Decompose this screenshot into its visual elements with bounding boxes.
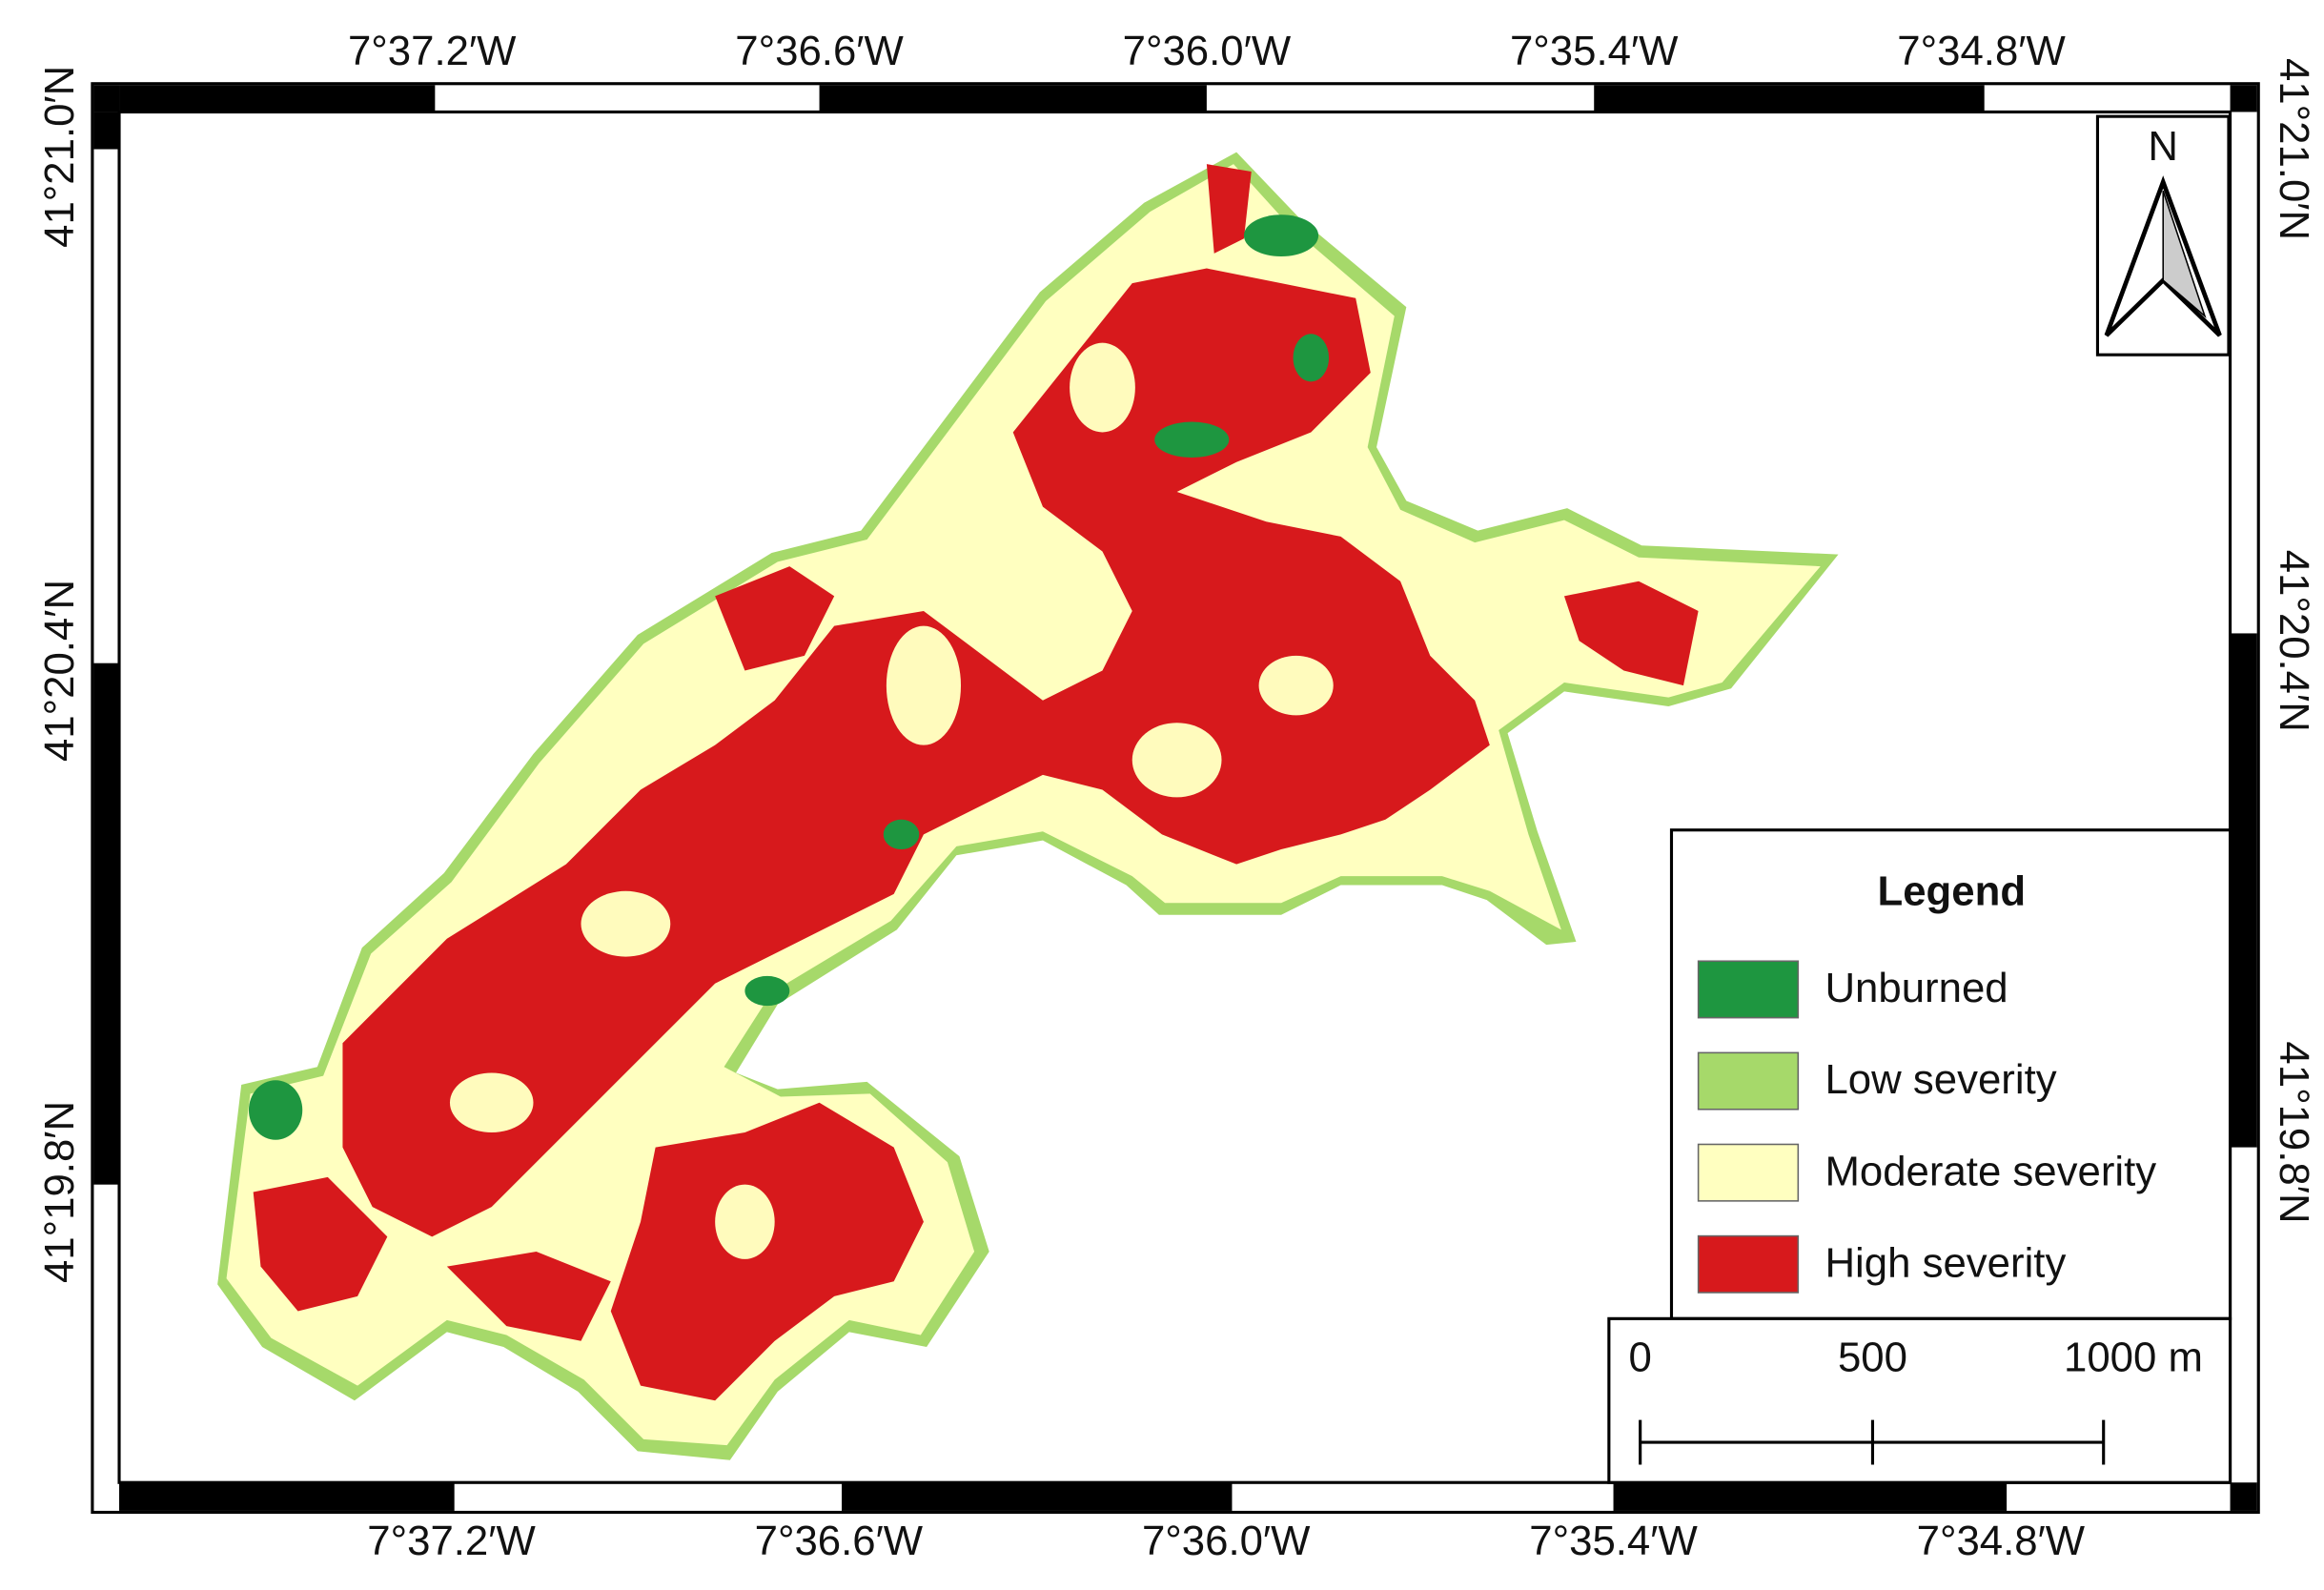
longitude-label: 7°37.2′W [367,1518,536,1564]
bar-segment [819,85,1207,112]
unburned-zones [248,214,1330,1140]
outer-frame [91,82,2260,1515]
graticule-bars [93,85,2257,1511]
latitude-label: 41°21.0′N [2271,58,2317,240]
latitude-label: 41°19.8′N [2271,1041,2317,1223]
legend-swatch [1697,1051,1800,1111]
high-zone [1206,164,1252,254]
high-zone [253,1176,388,1312]
longitude-label: 7°34.8′W [1917,1518,2086,1564]
bar-segment [1613,1482,2008,1511]
scale-label: 0 [1628,1335,1651,1381]
unburned-zone [1154,421,1230,459]
north-arrow-shade [2162,191,2207,318]
high-zone [446,1252,611,1341]
longitude-label: 7°35.4′W [1529,1518,1698,1564]
coordinate-labels: 7°37.2′W 7°36.6′W 7°36.0′W 7°35.4′W 7°34.8′W… [36,28,2317,1564]
longitude-label: 7°36.0′W [1142,1518,1311,1564]
unburned-zone [1243,214,1319,257]
high-zone [1563,581,1699,686]
longitude-label: 7°36.6′W [735,28,904,74]
longitude-label: 7°34.8′W [1897,28,2066,74]
unburned-zone [248,1080,303,1140]
moderate-patch [1070,342,1135,433]
latitude-label: 41°21.0′N [36,66,83,248]
bar-segment [2230,85,2257,112]
high-zones [253,164,1699,1401]
bar-segment [1594,85,1985,112]
latitude-label: 41°20.4′N [2271,550,2317,732]
high-zone [610,1102,924,1401]
unburned-zone [744,975,790,1007]
moderate-patch [1258,655,1334,716]
north-arrow: N [2095,114,2231,357]
scale-box [1607,1316,2232,1484]
legend-swatch [1697,1143,1800,1202]
bar-segment [93,112,120,150]
bar-segment [841,1482,1233,1511]
high-zone [342,268,1490,1237]
legend-swatch [1697,960,1800,1019]
scale-label: 500 [1838,1335,1907,1381]
legend-title: Legend [1878,867,2027,914]
high-zone [715,566,835,671]
bar-segment [93,85,120,112]
bar-segment [119,85,436,112]
latitude-label: 41°19.8′N [36,1101,83,1283]
legend-label: Unburned [1825,965,2008,1011]
moderate-patch [886,625,962,745]
legend-label: High severity [1825,1239,2066,1286]
moderate-patch [1131,723,1222,798]
scale-bar: 0 500 1000 m [1607,1316,2232,1484]
moderate-patch [449,1072,534,1132]
longitude-label: 7°36.0′W [1123,28,1292,74]
moderate-patch [715,1184,775,1259]
longitude-label: 7°36.6′W [755,1518,924,1564]
moderate-patch [581,890,671,957]
legend-swatch [1697,1234,1800,1294]
moderate-zone [226,164,1821,1446]
burn-area [217,152,1839,1460]
legend-label: Low severity [1825,1056,2056,1103]
bar-segment [2230,633,2257,1148]
moderate-patches [449,342,1334,1259]
latitude-label: 41°20.4′N [36,580,83,762]
bar-segment [93,662,120,1185]
unburned-zone [883,819,920,850]
longitude-label: 7°35.4′W [1510,28,1679,74]
legend-label: Moderate severity [1825,1148,2156,1194]
longitude-label: 7°37.2′W [348,28,517,74]
north-label: N [2148,123,2178,170]
unburned-zone [1293,334,1330,382]
scale-label: 1000 m [2064,1335,2203,1381]
legend: Legend Unburned Low severity Moderate seve… [1669,828,2232,1320]
bar-segment [2230,1482,2257,1511]
bar-segment [119,1482,455,1511]
